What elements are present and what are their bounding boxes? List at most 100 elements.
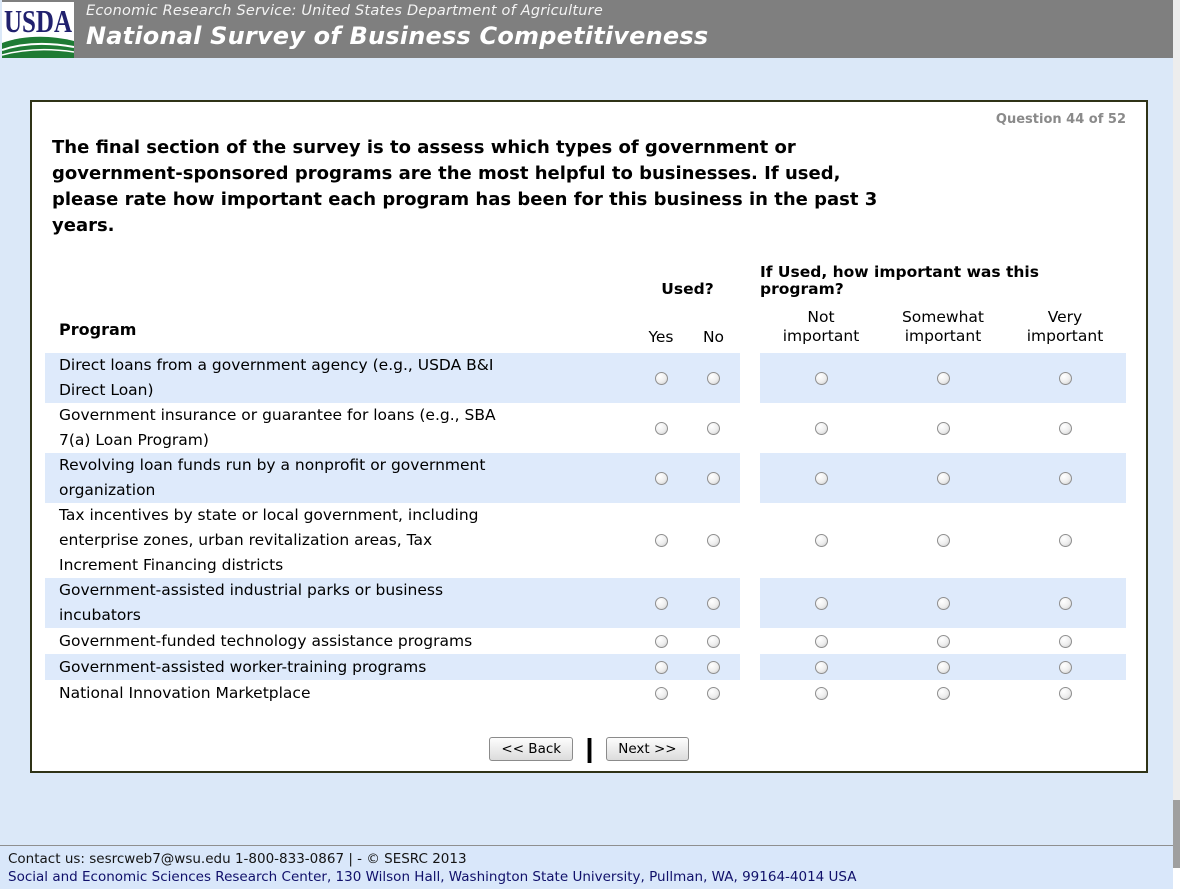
- address-line: Social and Economic Sciences Research Ce…: [8, 869, 857, 885]
- radio-very-important[interactable]: [1058, 660, 1072, 674]
- radio-used-no[interactable]: [707, 634, 720, 648]
- masthead-text: Economic Research Service: United States…: [74, 0, 708, 50]
- table-row: Revolving loan funds run by a nonprofit …: [45, 453, 1126, 503]
- column-gap: [740, 503, 760, 578]
- column-header-used: Used?: [661, 280, 714, 298]
- column-header-no: No: [702, 328, 725, 346]
- radio-very-important[interactable]: [1058, 534, 1072, 547]
- table-row: Direct loans from a government agency (e…: [45, 353, 1126, 403]
- radio-very-important[interactable]: [1058, 686, 1072, 700]
- radio-somewhat-important[interactable]: [936, 421, 950, 435]
- radio-used-no[interactable]: [707, 596, 720, 610]
- radio-not-important[interactable]: [814, 660, 828, 674]
- radio-not-important[interactable]: [814, 686, 828, 700]
- radio-very-important[interactable]: [1058, 596, 1072, 610]
- radio-somewhat-important[interactable]: [936, 686, 950, 700]
- column-header-very-important: Very important: [1026, 308, 1104, 345]
- somewhat-important-cell: [882, 471, 1004, 485]
- program-label: Government-assisted worker-training prog…: [59, 657, 427, 676]
- table-row: Government insurance or guarantee for lo…: [45, 403, 1126, 453]
- row-left-block: National Innovation Marketplace: [45, 680, 740, 706]
- not-important-cell: [760, 686, 882, 700]
- radio-very-important[interactable]: [1058, 371, 1072, 385]
- table-row: Government-assisted industrial parks or …: [45, 578, 1126, 628]
- program-label: Government insurance or guarantee for lo…: [59, 406, 496, 449]
- radio-not-important[interactable]: [814, 534, 828, 547]
- radio-used-no[interactable]: [707, 660, 720, 674]
- column-header-not-important: Not important: [782, 308, 860, 345]
- button-separator: |: [583, 734, 597, 763]
- usda-logo-text: USDA: [4, 3, 72, 39]
- scrollbar-corner: [1173, 868, 1180, 889]
- navigation-buttons: << Back | Next >>: [32, 736, 1146, 761]
- radio-used-yes[interactable]: [654, 596, 668, 610]
- very-important-cell: [1004, 421, 1126, 435]
- radio-not-important[interactable]: [814, 421, 828, 435]
- radio-used-yes[interactable]: [654, 421, 668, 435]
- row-left-block: Government-assisted industrial parks or …: [45, 578, 740, 628]
- used-yes-cell: [635, 634, 687, 648]
- back-button[interactable]: << Back: [489, 736, 574, 761]
- row-left-block: Direct loans from a government agency (e…: [45, 353, 740, 403]
- radio-used-yes[interactable]: [654, 660, 668, 674]
- program-label: Tax incentives by state or local governm…: [59, 506, 479, 574]
- scrollbar-track[interactable]: [1173, 0, 1180, 889]
- scrollbar-thumb[interactable]: [1173, 800, 1180, 868]
- radio-used-yes[interactable]: [654, 471, 668, 485]
- radio-used-no[interactable]: [707, 534, 720, 547]
- usda-logo-image: USDA: [1, 2, 75, 58]
- radio-not-important[interactable]: [814, 371, 828, 385]
- app-header: USDA Economic Research Service: United S…: [1, 0, 1180, 58]
- table-header: Program Used? Yes No If Used, how import…: [45, 253, 1126, 353]
- radio-used-yes[interactable]: [654, 534, 668, 547]
- radio-somewhat-important[interactable]: [936, 660, 950, 674]
- radio-very-important[interactable]: [1058, 471, 1072, 485]
- used-yes-cell: [635, 660, 687, 674]
- radio-somewhat-important[interactable]: [936, 534, 950, 547]
- column-gap: [740, 628, 760, 654]
- radio-used-yes[interactable]: [654, 686, 668, 700]
- row-left-block: Government-assisted worker-training prog…: [45, 654, 740, 680]
- used-yes-cell: [635, 471, 687, 485]
- radio-somewhat-important[interactable]: [936, 596, 950, 610]
- radio-not-important[interactable]: [814, 471, 828, 485]
- radio-very-important[interactable]: [1058, 634, 1072, 648]
- radio-not-important[interactable]: [814, 634, 828, 648]
- row-left-block: Government insurance or guarantee for lo…: [45, 403, 740, 453]
- row-right-block: [760, 353, 1126, 403]
- question-counter: Question 44 of 52: [995, 112, 1126, 127]
- row-left-block: Tax incentives by state or local governm…: [45, 503, 740, 578]
- radio-used-no[interactable]: [707, 686, 720, 700]
- radio-very-important[interactable]: [1058, 421, 1072, 435]
- radio-not-important[interactable]: [814, 596, 828, 610]
- radio-used-no[interactable]: [707, 471, 720, 485]
- not-important-cell: [760, 471, 882, 485]
- column-gap: [740, 403, 760, 453]
- radio-somewhat-important[interactable]: [936, 634, 950, 648]
- row-left-block: Government-funded technology assistance …: [45, 628, 740, 654]
- row-right-block: [760, 503, 1126, 578]
- not-important-cell: [760, 634, 882, 648]
- radio-used-no[interactable]: [707, 421, 720, 435]
- radio-used-yes[interactable]: [654, 634, 668, 648]
- not-important-cell: [760, 596, 882, 610]
- very-important-cell: [1004, 371, 1126, 385]
- somewhat-important-cell: [882, 686, 1004, 700]
- next-button[interactable]: Next >>: [606, 736, 689, 761]
- somewhat-important-cell: [882, 596, 1004, 610]
- contact-line: Contact us: sesrcweb7@wsu.edu 1-800-833-…: [8, 851, 467, 867]
- radio-used-yes[interactable]: [654, 371, 668, 385]
- agency-line: Economic Research Service: United States…: [86, 3, 603, 19]
- radio-somewhat-important[interactable]: [936, 371, 950, 385]
- radio-somewhat-important[interactable]: [936, 471, 950, 485]
- program-label: Government-assisted industrial parks or …: [59, 581, 444, 624]
- program-label: National Innovation Marketplace: [59, 683, 311, 702]
- column-header-importance: If Used, how important was this program?: [760, 263, 1039, 298]
- table-body: Direct loans from a government agency (e…: [45, 353, 1126, 706]
- very-important-cell: [1004, 534, 1126, 547]
- radio-used-no[interactable]: [707, 371, 720, 385]
- not-important-cell: [760, 371, 882, 385]
- table-row: Government-assisted worker-training prog…: [45, 654, 1126, 680]
- page-footer: Contact us: sesrcweb7@wsu.edu 1-800-833-…: [0, 845, 1180, 889]
